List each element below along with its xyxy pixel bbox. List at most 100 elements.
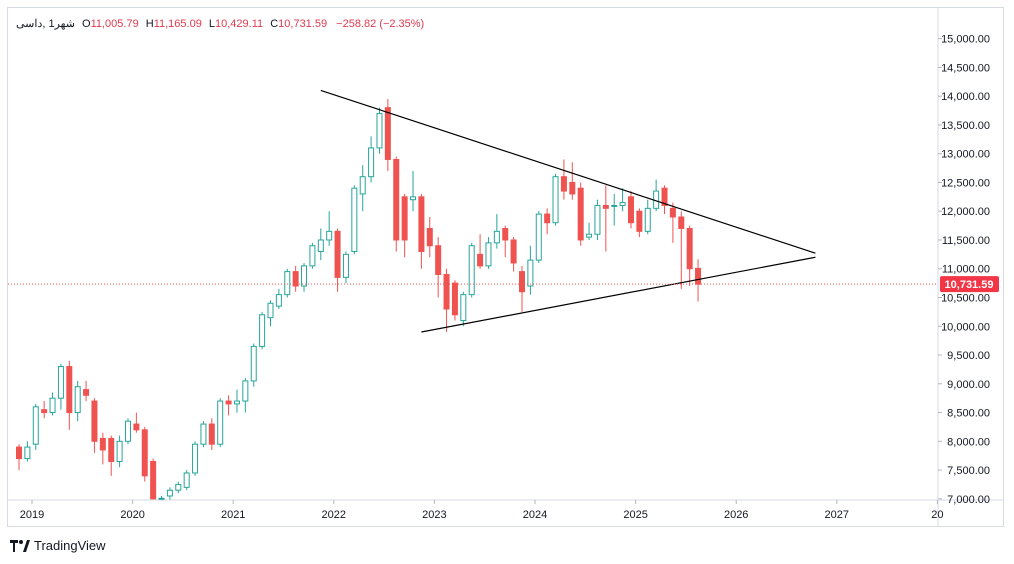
candle [259, 311, 266, 350]
candle [342, 251, 349, 284]
candle [653, 179, 660, 212]
tradingview-logo-icon [10, 539, 30, 552]
candle-body [351, 187, 358, 252]
x-tick-label: 2020 [120, 509, 144, 521]
candle [108, 435, 115, 476]
candle-body [233, 400, 240, 405]
candle [443, 268, 450, 333]
candle-body [49, 397, 56, 414]
x-tick-label: 2027 [825, 509, 849, 521]
candle-body [544, 213, 551, 224]
candle [451, 280, 458, 321]
trendlines[interactable] [320, 89, 816, 333]
candle [41, 401, 48, 419]
candle-body [368, 147, 375, 178]
candle-body [267, 302, 274, 319]
candle [24, 441, 31, 462]
candle [16, 444, 22, 471]
candle-body [16, 446, 22, 460]
high-label: H [145, 18, 154, 30]
candle-body [426, 227, 433, 247]
candle-body [74, 386, 81, 414]
candle-body [686, 227, 693, 270]
candle-body [644, 207, 651, 232]
price-axis[interactable]: 15,000.00 14,500.00 14,000.00 13,500.00 13,0… [938, 34, 990, 506]
candle [83, 380, 90, 402]
y-tick-label: 8,000.00 [947, 436, 990, 448]
candle [99, 432, 106, 465]
candle [267, 300, 274, 327]
y-tick-label: 11,500.00 [942, 235, 990, 247]
trendline[interactable] [421, 256, 816, 333]
candle-body [57, 366, 64, 399]
candle-body [108, 437, 115, 462]
candle [368, 136, 375, 183]
time-axis[interactable]: 2019 2020 2021 2022 2023 2024 2025 2026 2027 20 [20, 500, 944, 521]
candle-body [619, 202, 626, 206]
candle-body [695, 267, 702, 285]
candle [233, 389, 240, 413]
candle [678, 211, 685, 289]
trendline[interactable] [320, 89, 816, 254]
candle-body [418, 196, 425, 252]
candle-body [410, 196, 417, 201]
candle-body [460, 294, 467, 322]
candle [569, 162, 576, 200]
candle-body [326, 230, 333, 241]
candle [74, 380, 81, 422]
candle [292, 265, 299, 292]
y-tick-label: 9,000.00 [947, 379, 990, 391]
tradingview-brand[interactable]: TradingView [10, 538, 106, 553]
candle [351, 185, 358, 255]
candle [577, 182, 584, 246]
candle-body [158, 497, 165, 500]
candle-body [116, 440, 123, 462]
candle [686, 225, 693, 286]
candle-body [133, 423, 140, 431]
close-label: C [270, 18, 279, 30]
candle [376, 107, 383, 154]
candle [225, 395, 232, 416]
candle-body [627, 196, 634, 224]
y-tick-label: 13,000.00 [941, 149, 990, 161]
candle [334, 228, 341, 292]
y-tick-label: 9,500.00 [947, 350, 990, 362]
candle-body [586, 233, 593, 238]
candle-body [594, 204, 601, 235]
candle [410, 170, 417, 212]
candle [141, 426, 148, 482]
candle-body [342, 253, 349, 278]
y-tick-label: 14,500.00 [941, 62, 990, 74]
candle-body [678, 216, 685, 229]
candle-body [292, 271, 299, 287]
candle-body [317, 239, 324, 252]
candle-body [192, 443, 199, 474]
candle-body [527, 259, 534, 287]
candle [175, 481, 182, 494]
candle [552, 173, 559, 226]
y-tick-label: 10,500.00 [941, 293, 990, 305]
x-tick-label: 2021 [221, 509, 245, 521]
candle [393, 156, 400, 252]
candle [124, 418, 131, 445]
candle-body [41, 409, 48, 414]
candle [32, 403, 39, 450]
candle-body [309, 245, 316, 267]
candle [309, 242, 316, 269]
candle [200, 421, 207, 448]
candle-body [636, 210, 643, 232]
candle [150, 458, 157, 500]
candle-body [393, 158, 400, 241]
candle [208, 418, 215, 450]
candle [435, 237, 442, 298]
low-label: L [208, 18, 216, 30]
open-value: 11,005.79 [90, 18, 139, 30]
candle [217, 398, 224, 448]
last-price-label: 10,731.59 [945, 279, 994, 291]
candle-body [200, 423, 207, 445]
candle [183, 470, 190, 491]
candle [133, 412, 140, 433]
y-tick-label: 11,000.00 [942, 264, 990, 276]
close-value: 10,731.59 [278, 18, 328, 30]
